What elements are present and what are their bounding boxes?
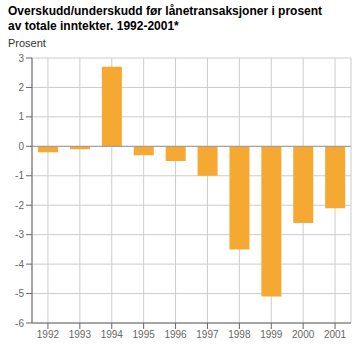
svg-text:3: 3 [18,53,24,64]
svg-text:1995: 1995 [133,329,156,340]
svg-text:-6: -6 [15,318,24,329]
html-text:av totale inntekter. 1992-2001: av totale inntekter. 1992-2001* [8,19,179,33]
svg-text:1999: 1999 [260,329,283,340]
svg-text:2: 2 [18,82,24,93]
svg-text:1993: 1993 [69,329,92,340]
svg-text:2001: 2001 [324,329,347,340]
html-text:Overskudd/underskudd før lånet: Overskudd/underskudd før lånetransaksjon… [8,4,323,18]
svg-text:-3: -3 [15,229,24,240]
svg-text:-2: -2 [15,200,24,211]
svg-text:-4: -4 [15,259,24,270]
svg-text:-5: -5 [15,288,24,299]
svg-text:1: 1 [18,111,24,122]
svg-text:1998: 1998 [228,329,251,340]
svg-text:1992: 1992 [37,329,60,340]
svg-text:0: 0 [18,141,24,152]
svg-text:1997: 1997 [196,329,219,340]
svg-text:1996: 1996 [164,329,187,340]
svg-text:1994: 1994 [101,329,124,340]
html-text:Prosent: Prosent [8,37,46,49]
svg-text:2000: 2000 [292,329,315,340]
svg-text:-1: -1 [15,170,24,181]
